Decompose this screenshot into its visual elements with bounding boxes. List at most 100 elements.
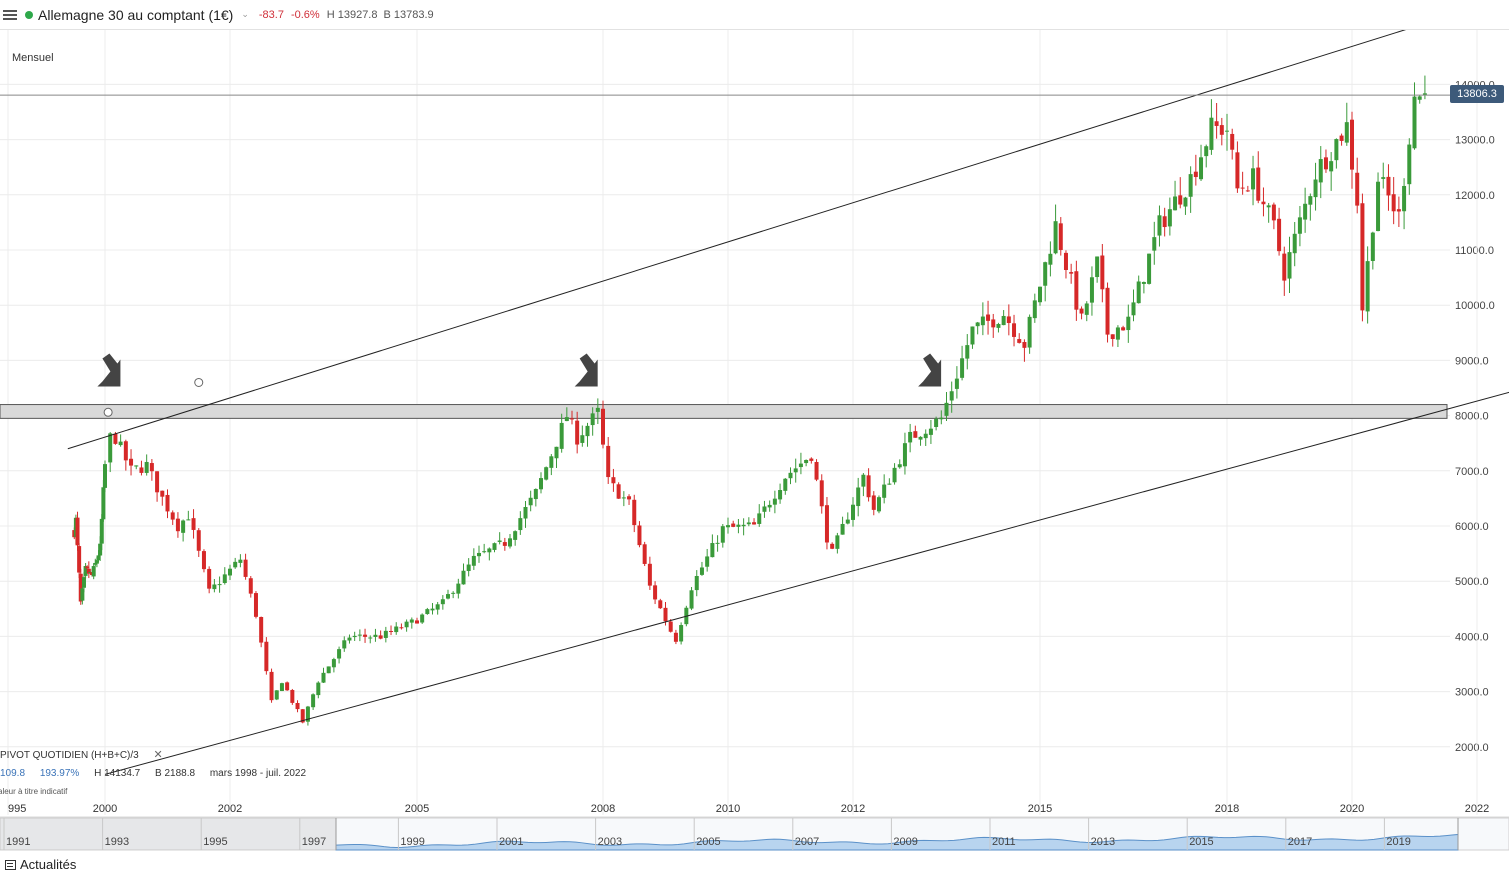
navigator-tick-label: 2019 (1386, 836, 1410, 848)
x-tick-label: 2012 (841, 803, 865, 815)
candle-body (78, 573, 83, 602)
navigator-tick-label: 1993 (105, 836, 129, 848)
y-tick-label: 8000.0 (1455, 411, 1489, 423)
y-tick-label: 2000.0 (1455, 742, 1489, 754)
candle-body (876, 497, 881, 512)
candle-body (694, 576, 699, 591)
candle-body (741, 524, 746, 527)
candle-body (835, 535, 840, 549)
y-tick-label: 12000.0 (1455, 190, 1495, 202)
candle-body (1240, 187, 1245, 189)
pivot-value: 109.8 (0, 768, 26, 779)
candle-body (243, 559, 248, 577)
x-tick-label: 2020 (1340, 803, 1364, 815)
candle-body (440, 599, 445, 605)
navigator-mask (0, 818, 336, 850)
candle-body (1214, 121, 1219, 126)
candle-body (1131, 302, 1136, 316)
candle-body (783, 478, 788, 491)
candle-body (342, 640, 347, 649)
candle-body (363, 634, 368, 637)
x-tick-label: 2018 (1215, 803, 1239, 815)
candle-body (673, 632, 678, 642)
candle-body (1058, 223, 1063, 250)
candle-body (1308, 196, 1313, 205)
candle-body (1162, 216, 1167, 228)
candle-body (1121, 327, 1126, 331)
candle-body (1157, 215, 1162, 236)
candle-body (856, 487, 861, 507)
y-tick-label: 4000.0 (1455, 631, 1489, 643)
high-value: H 13927.8 (326, 8, 378, 21)
candle-body (590, 413, 595, 426)
chevron-down-icon[interactable]: ⌄ (241, 9, 249, 19)
candle-body (804, 459, 809, 464)
candle-body (1251, 168, 1256, 190)
candle-body (1089, 277, 1094, 303)
candle-body (533, 489, 538, 500)
close-icon[interactable]: ✕ (153, 749, 163, 761)
candle-body (502, 542, 507, 546)
candle-body (913, 431, 918, 438)
candle-body (1355, 172, 1360, 206)
market-status-dot (25, 10, 33, 19)
candle-body (316, 682, 321, 696)
news-bar[interactable]: Actualités (0, 852, 1509, 877)
candle-body (1069, 272, 1074, 274)
candle-body (331, 659, 336, 668)
candle-body (564, 417, 569, 422)
candle-body (477, 552, 481, 557)
candle-body (689, 590, 694, 609)
candle-body (918, 436, 923, 440)
candle-body (559, 422, 564, 449)
candle-body (908, 431, 913, 443)
candle-body (1407, 144, 1412, 185)
candle-body (357, 634, 362, 636)
candle-body (934, 418, 939, 428)
menu-icon[interactable] (3, 9, 17, 20)
candle-body (851, 504, 855, 520)
candle-body (471, 555, 476, 566)
navigator-tick-label: 2013 (1091, 836, 1115, 848)
candle-body (1313, 179, 1318, 198)
candle-body (621, 497, 626, 499)
instrument-name[interactable]: Allemagne 30 au comptant (1€) (38, 6, 234, 23)
candle-body (585, 425, 590, 437)
candle-body (892, 467, 897, 483)
pivot-indicator[interactable]: PIVOT QUOTIDIEN (H+B+C)/3 ✕ (0, 748, 163, 761)
candle-body (928, 428, 933, 435)
navigator-tick-label: 1997 (302, 836, 326, 848)
candle-body (923, 433, 928, 439)
candle-body (101, 487, 106, 520)
candle-body (1178, 195, 1183, 205)
candle-body (975, 322, 980, 327)
candle-body (861, 474, 866, 487)
price-chart[interactable]: 14000.013000.012000.011000.010000.09000.… (0, 30, 1509, 852)
y-tick-label: 5000.0 (1455, 576, 1489, 588)
candle-body (1365, 261, 1370, 312)
candle-body (1173, 196, 1178, 211)
news-label[interactable]: Actualités (20, 857, 77, 872)
candle-body (1074, 271, 1079, 310)
candle-body (523, 507, 528, 519)
candle-body (1141, 282, 1146, 284)
pivot-values: 109.8 193.97% H 14134.7 B 2188.8 mars 19… (0, 768, 318, 779)
candle-body (85, 566, 90, 569)
candle-body (1381, 177, 1386, 179)
candle-body (778, 490, 783, 500)
candle-body (986, 314, 991, 321)
timeframe-label[interactable]: Mensuel (12, 52, 54, 64)
candle-body (1329, 161, 1334, 172)
candle-body (513, 531, 518, 540)
candle-body (1271, 204, 1276, 221)
candle-body (1022, 342, 1027, 348)
candle-body (627, 496, 632, 500)
candle-body (663, 607, 668, 622)
candle-body (201, 551, 206, 570)
candle-body (1287, 252, 1292, 279)
price-change-pct: -0.6% (290, 8, 320, 21)
candle-body (642, 544, 647, 564)
x-tick-label: 995 (8, 803, 26, 815)
candle-body (647, 563, 652, 586)
arrow-annotation (918, 353, 942, 387)
